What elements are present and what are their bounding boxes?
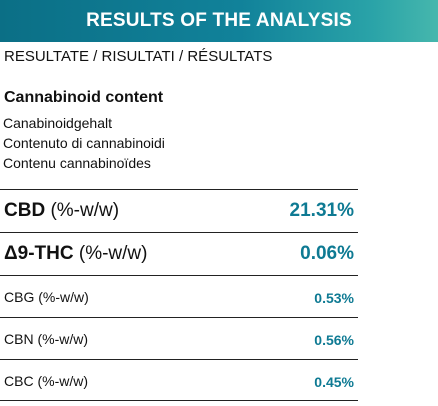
compound-name: CBC: [4, 373, 34, 389]
section-heading: Cannabinoid content: [4, 89, 164, 106]
result-value: 0.53%: [314, 290, 354, 306]
result-label: CBG (%-w/w): [4, 289, 89, 305]
unit-label: (%-w/w): [73, 243, 148, 264]
unit-label: (%-w/w): [34, 289, 89, 305]
result-label: CBD (%-w/w): [4, 200, 119, 222]
section-translation-fr: Contenu cannabinoïdes: [3, 155, 151, 171]
page-title: RESULTS OF THE ANALYSIS: [86, 10, 352, 31]
result-label: CBC (%-w/w): [4, 373, 88, 389]
header-banner: [0, 0, 438, 42]
result-row-cbc: CBC (%-w/w) 0.45%: [0, 359, 358, 401]
section-translation-it: Contenuto di cannabinoidi: [3, 135, 165, 151]
result-value: 0.06%: [300, 243, 354, 264]
results-table: CBD (%-w/w) 21.31% Δ9-THC (%-w/w) 0.06% …: [0, 189, 358, 401]
compound-name: CBD: [4, 200, 46, 221]
result-value: 21.31%: [289, 200, 354, 221]
result-row-cbg: CBG (%-w/w) 0.53%: [0, 275, 358, 317]
result-label: CBN (%-w/w): [4, 331, 88, 347]
result-value: 0.56%: [314, 332, 354, 348]
result-value: 0.45%: [314, 374, 354, 390]
result-row-thc: Δ9-THC (%-w/w) 0.06%: [0, 232, 358, 275]
unit-label: (%-w/w): [33, 373, 88, 389]
result-row-cbd: CBD (%-w/w) 21.31%: [0, 189, 358, 232]
section-translation-de: Canabinoidgehalt: [3, 115, 112, 131]
compound-name: CBG: [4, 289, 35, 305]
compound-name: CBN: [4, 331, 34, 347]
page-subtitle: RESULTATE / RISULTATI / RÉSULTATS: [4, 48, 273, 65]
result-row-cbn: CBN (%-w/w) 0.56%: [0, 317, 358, 359]
unit-label: (%-w/w): [33, 331, 88, 347]
compound-name: Δ9-THC: [4, 243, 74, 264]
result-label: Δ9-THC (%-w/w): [4, 243, 148, 265]
unit-label: (%-w/w): [45, 200, 120, 221]
